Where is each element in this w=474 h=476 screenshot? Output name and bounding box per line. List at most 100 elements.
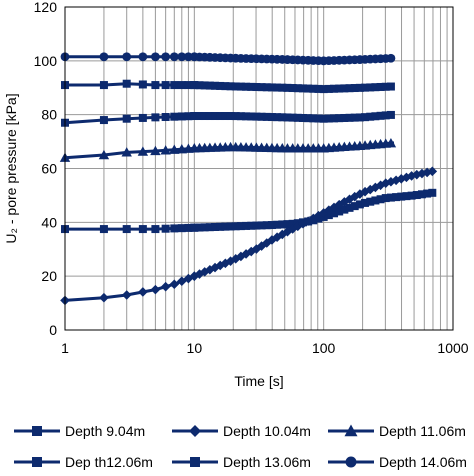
data-point: [355, 83, 364, 92]
data-point: [324, 211, 333, 220]
data-point: [220, 258, 231, 269]
series-1: [61, 188, 437, 234]
y-tick-label: 40: [41, 214, 57, 230]
data-point: [309, 84, 318, 93]
data-point: [314, 84, 323, 93]
data-point: [272, 232, 282, 243]
data-point: [161, 224, 170, 233]
data-point: [241, 249, 251, 259]
x-axis-label: Time [s]: [234, 373, 283, 389]
data-point: [211, 223, 220, 232]
y-tick-label: 20: [41, 268, 57, 284]
data-point: [314, 114, 323, 123]
data-point: [345, 203, 354, 212]
data-point: [225, 256, 236, 266]
data-point: [257, 83, 266, 92]
data-point: [184, 81, 193, 90]
data-point: [122, 225, 131, 234]
data-point: [122, 79, 131, 88]
data-point: [99, 292, 109, 303]
data-point: [396, 174, 407, 184]
data-point: [247, 82, 256, 91]
data-point: [200, 112, 209, 121]
data-point: [247, 112, 256, 121]
data-point: [200, 81, 209, 90]
data-point: [283, 83, 292, 92]
data-point: [335, 84, 344, 93]
data-point: [183, 273, 194, 284]
data-point: [309, 114, 318, 123]
legend: Depth 9.04m Depth 10.04m Depth 11.06m Dep t…: [14, 423, 467, 470]
data-point: [242, 112, 251, 121]
data-point: [330, 84, 339, 93]
data-point: [137, 146, 149, 156]
data-point: [150, 145, 161, 156]
x-tick-label: 100: [312, 340, 336, 356]
data-point: [381, 82, 390, 91]
data-point: [176, 276, 187, 287]
data-point: [184, 223, 193, 232]
data-point: [355, 200, 364, 209]
data-point: [339, 197, 350, 207]
data-point: [231, 82, 240, 91]
data-point: [278, 83, 287, 92]
data-point: [98, 149, 110, 160]
data-point: [221, 112, 230, 121]
data-point: [386, 53, 396, 63]
data-point: [257, 221, 266, 230]
data-point: [288, 219, 297, 228]
data-point: [267, 83, 276, 92]
data-point: [262, 112, 271, 121]
data-point: [371, 83, 380, 92]
data-point: [304, 84, 313, 93]
data-point: [371, 112, 380, 121]
data-point: [288, 113, 297, 122]
data-point: [402, 192, 411, 201]
data-point: [236, 222, 245, 231]
series-6: [60, 52, 396, 66]
data-point: [365, 184, 376, 195]
data-point: [335, 207, 344, 216]
data-point: [221, 222, 230, 231]
data-point: [151, 52, 160, 62]
data-point: [190, 112, 199, 121]
data-point: [189, 271, 200, 281]
x-tick-label: 10: [187, 340, 203, 356]
data-point: [267, 235, 277, 245]
data-point: [344, 194, 355, 205]
data-point: [298, 84, 307, 93]
data-point: [216, 81, 225, 90]
data-point: [170, 224, 179, 233]
y-tick-label: 120: [34, 0, 58, 15]
data-point: [211, 81, 220, 90]
data-point: [298, 218, 308, 229]
data-point: [319, 114, 328, 123]
data-point: [199, 267, 210, 277]
data-point: [195, 223, 204, 232]
data-point: [397, 192, 406, 201]
data-point: [313, 210, 324, 221]
y-tick-label: 60: [41, 161, 57, 177]
data-point: [375, 180, 386, 191]
data-point: [251, 244, 262, 254]
y-tick-label: 100: [34, 53, 58, 69]
data-point: [376, 111, 385, 120]
data-point: [150, 284, 161, 295]
data-point: [195, 81, 204, 90]
data-point: [293, 221, 303, 232]
legend-item: Depth 13.06m: [172, 454, 311, 470]
data-point: [216, 222, 225, 231]
data-point: [273, 113, 282, 122]
series-layer: [59, 52, 438, 306]
data-point: [236, 251, 246, 262]
data-point: [288, 84, 297, 93]
data-point: [381, 111, 390, 120]
series-2: [60, 166, 438, 306]
data-point: [99, 116, 108, 125]
legend-marker: [190, 457, 200, 467]
data-point: [423, 189, 432, 198]
data-point: [376, 82, 385, 91]
legend-label: Dep th12.06m: [65, 454, 153, 470]
data-point: [138, 52, 148, 62]
data-point: [210, 262, 220, 273]
